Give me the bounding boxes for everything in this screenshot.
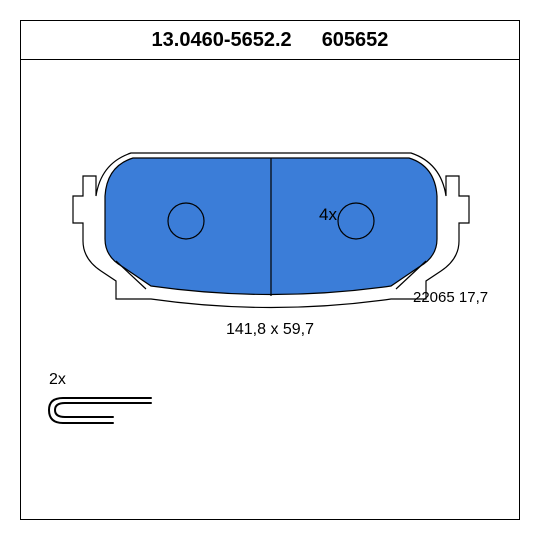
product-code-secondary: 605652: [322, 29, 389, 52]
product-code-primary: 13.0460-5652.2: [152, 29, 292, 52]
header: 13.0460-5652.2 605652: [21, 21, 519, 59]
pad-side-label: 22065 17,7: [413, 289, 488, 306]
header-divider: [21, 59, 519, 60]
pad-dimension-label: 141,8 x 59,7: [21, 321, 519, 339]
clip-quantity-label: 2x: [49, 371, 66, 389]
brake-pad-diagram: [71, 141, 491, 341]
pad-quantity-label: 4x: [319, 205, 337, 225]
clip-diagram: [43, 383, 163, 443]
diagram-frame: 13.0460-5652.2 605652 4x 141,8 x 59,7 22…: [20, 20, 520, 520]
